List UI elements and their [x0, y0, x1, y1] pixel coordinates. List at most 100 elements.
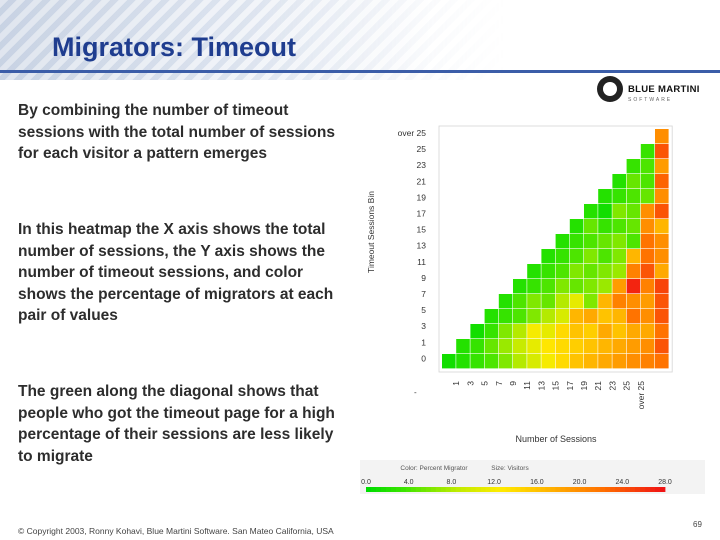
legend-color-swatch: [550, 487, 556, 492]
heatmap-cell: [640, 144, 655, 159]
heatmap-cell: [655, 204, 669, 219]
heatmap-cell: [612, 189, 626, 204]
x-tick-label: 3: [465, 381, 475, 386]
heatmap-cell: [598, 339, 612, 354]
heatmap-cell: [513, 339, 527, 354]
logo-text: BLUE MARTINI: [628, 83, 700, 95]
y-tick-label: 3: [421, 321, 426, 331]
heatmap-cell: [569, 324, 584, 339]
heatmap-cell: [470, 324, 484, 339]
legend-color-swatch: [620, 487, 626, 492]
heatmap-cell: [456, 354, 470, 369]
heatmap-cell: [527, 309, 541, 324]
heatmap-cell: [640, 294, 655, 309]
y-tick-label: 5: [421, 305, 426, 315]
x-tick-label: 11: [522, 381, 532, 390]
heatmap-cell: [626, 189, 641, 204]
legend-color-swatch: [545, 487, 551, 492]
legend-color-swatch: [640, 487, 646, 492]
heatmap-cell: [513, 279, 527, 294]
x-tick-label: 19: [579, 381, 589, 391]
heatmap-cell: [569, 264, 584, 279]
legend-tick-label: 20.0: [573, 479, 587, 486]
heatmap-cell: [513, 294, 527, 309]
heatmap-cell: [626, 309, 641, 324]
heatmap-cell: [569, 309, 584, 324]
heatmap-cell: [626, 339, 641, 354]
heatmap-cell: [598, 249, 612, 264]
heatmap-cell: [655, 324, 669, 339]
heatmap-cell: [612, 309, 626, 324]
heatmap-cell: [527, 339, 541, 354]
legend-color-swatch: [650, 487, 656, 492]
heatmap-cell: [626, 279, 641, 294]
heatmap-cell: [541, 249, 555, 264]
heatmap-cell: [612, 249, 626, 264]
legend-color-swatch: [590, 487, 596, 492]
paragraph-axes: In this heatmap the X axis shows the tot…: [18, 221, 334, 324]
heatmap-cell: [612, 279, 626, 294]
legend-color-swatch: [555, 487, 561, 492]
heatmap-cell: [484, 324, 499, 339]
y-tick-label: 17: [417, 209, 427, 219]
heatmap-cell: [555, 249, 570, 264]
legend-color-swatch: [435, 487, 442, 492]
legend-tick-label: 4.0: [404, 479, 414, 486]
legend-color-swatch: [415, 487, 422, 492]
heatmap-cell: [626, 264, 641, 279]
heatmap-cell: [527, 294, 541, 309]
legend-color-swatch: [455, 487, 462, 492]
heatmap-cell: [484, 339, 499, 354]
heatmap-cell: [598, 324, 612, 339]
heatmap-cell: [626, 324, 641, 339]
x-tick-label: 5: [480, 381, 490, 386]
y-tick-label: 9: [421, 273, 426, 283]
heatmap-cell: [612, 264, 626, 279]
x-tick-label: 17: [565, 381, 575, 391]
heatmap-cell: [598, 204, 612, 219]
heatmap-cell: [584, 249, 598, 264]
heatmap-cell: [626, 354, 641, 369]
heatmap-cell: [640, 234, 655, 249]
heatmap-cell: [569, 249, 584, 264]
heatmap-cell: [470, 354, 484, 369]
legend-color-swatch: [515, 487, 521, 492]
legend-size-title: Size: Visitors: [491, 465, 529, 472]
heatmap-cell: [541, 309, 555, 324]
legend-color-swatch: [585, 487, 591, 492]
logo-subtext: SOFTWARE: [628, 97, 673, 103]
heatmap-cell: [612, 219, 626, 234]
heatmap-cell: [442, 354, 456, 369]
legend-color-swatch: [610, 487, 616, 492]
heatmap-cell: [640, 354, 655, 369]
heatmap-cell: [612, 339, 626, 354]
legend-color-swatch: [615, 487, 621, 492]
heatmap-cell: [541, 279, 555, 294]
legend-color-swatch: [405, 487, 412, 492]
heatmap-cell: [640, 249, 655, 264]
paragraph-intro: By combining the number of timeout sessi…: [18, 102, 335, 162]
legend-color-swatch: [495, 487, 501, 492]
legend-tick-label: 16.0: [530, 479, 544, 486]
heatmap-cell: [584, 294, 598, 309]
y-tick-label: 23: [417, 160, 427, 170]
heatmap-cell: [612, 324, 626, 339]
legend-color-swatch: [440, 487, 447, 492]
heatmap-cell: [655, 219, 669, 234]
legend-color-swatch: [385, 487, 392, 492]
legend-color-title: Color: Percent Migrator: [400, 465, 468, 472]
x-tick-label: 23: [607, 381, 617, 391]
legend-color-swatch: [580, 487, 586, 492]
heatmap-cell: [640, 219, 655, 234]
x-axis-extra-label: -: [414, 388, 417, 397]
legend-color-swatch: [660, 487, 666, 492]
heatmap-cell: [640, 264, 655, 279]
heatmap-cell: [640, 189, 655, 204]
legend-color-swatch: [490, 487, 496, 492]
heatmap-cell: [655, 174, 669, 189]
legend-color-swatch: [500, 487, 506, 492]
legend-color-swatch: [655, 487, 661, 492]
heatmap-cell: [498, 309, 513, 324]
heatmap-cell: [598, 234, 612, 249]
